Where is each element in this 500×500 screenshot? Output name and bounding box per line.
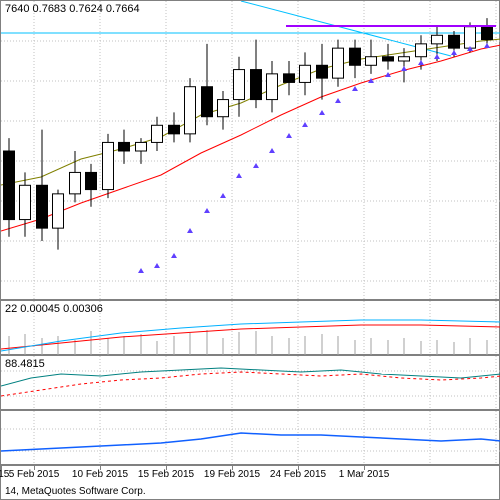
main-price-panel[interactable]: 7640 0.7683 0.7624 0.7664 (0, 0, 500, 300)
ohlc-header: 7640 0.7683 0.7624 0.7664 (5, 3, 140, 15)
x-axis-label: 19 Feb 2015 (204, 469, 260, 480)
x-axis-label: 1 Mar 2015 (339, 469, 390, 480)
indicator-panel-2[interactable]: 88.4815 (0, 355, 500, 410)
time-axis: 0155 Feb 201510 Feb 201515 Feb 201519 Fe… (0, 465, 500, 500)
indicator-panel-3[interactable] (0, 410, 500, 465)
indicator-2-svg (1, 356, 500, 411)
x-axis-label: 10 Feb 2015 (72, 469, 128, 480)
indicator-1-header: 22 0.00045 0.00306 (5, 303, 103, 315)
x-axis-label: 24 Feb 2015 (270, 469, 326, 480)
indicator-3-svg (1, 411, 500, 466)
x-axis-label: 15 Feb 2015 (138, 469, 194, 480)
main-chart-svg (1, 1, 500, 301)
indicator-panel-1[interactable]: 22 0.00045 0.00306 (0, 300, 500, 355)
indicator-2-header: 88.4815 (5, 358, 45, 370)
copyright-text: 14, MetaQuotes Software Corp. (5, 486, 146, 497)
x-axis-label: 5 Feb 2015 (9, 469, 60, 480)
